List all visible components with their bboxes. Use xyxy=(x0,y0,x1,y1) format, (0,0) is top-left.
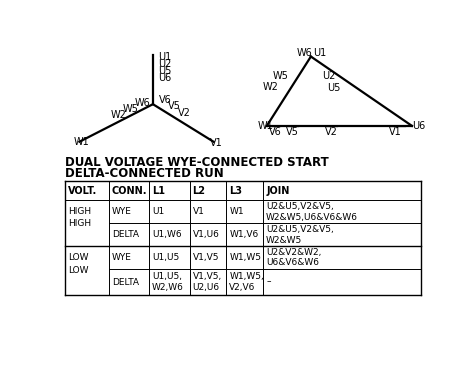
Text: V1,V5,
U2,U6: V1,V5, U2,U6 xyxy=(192,272,222,292)
Text: V5: V5 xyxy=(286,127,299,136)
Text: W5: W5 xyxy=(122,104,138,114)
Text: U6: U6 xyxy=(158,73,171,83)
Text: JOIN: JOIN xyxy=(266,186,290,195)
Text: V1,V5: V1,V5 xyxy=(192,253,219,262)
Text: V1: V1 xyxy=(210,138,223,148)
Text: U6: U6 xyxy=(412,122,425,131)
Text: V6: V6 xyxy=(158,95,171,105)
Text: VOLT.: VOLT. xyxy=(68,186,97,195)
Text: W6: W6 xyxy=(135,98,150,108)
Text: LOW: LOW xyxy=(68,253,88,262)
Text: U2&U5,V2&V5,
W2&W5,U6&V6&W6: U2&U5,V2&V5, W2&W5,U6&V6&W6 xyxy=(266,202,358,222)
Text: W1,V6: W1,V6 xyxy=(229,230,259,239)
Text: L2: L2 xyxy=(192,186,206,195)
Text: W1: W1 xyxy=(258,122,273,131)
Text: V1: V1 xyxy=(389,127,402,136)
Text: HIGH: HIGH xyxy=(68,219,91,228)
Text: W1: W1 xyxy=(74,137,90,147)
Text: –: – xyxy=(266,278,271,286)
Text: DUAL VOLTAGE WYE-CONNECTED START: DUAL VOLTAGE WYE-CONNECTED START xyxy=(65,156,328,169)
Text: W5: W5 xyxy=(272,71,288,81)
Text: W6: W6 xyxy=(296,48,312,58)
Text: LOW: LOW xyxy=(68,266,88,275)
Text: WYE: WYE xyxy=(112,207,132,216)
Text: V2: V2 xyxy=(178,108,191,118)
Text: HIGH: HIGH xyxy=(68,207,91,216)
Text: U2: U2 xyxy=(322,71,335,81)
Text: V1,U6: V1,U6 xyxy=(192,230,219,239)
Text: L3: L3 xyxy=(229,186,242,195)
Text: U5: U5 xyxy=(158,66,171,76)
Text: W1,W5,
V2,V6: W1,W5, V2,V6 xyxy=(229,272,264,292)
Text: V6: V6 xyxy=(268,127,281,136)
Text: V2: V2 xyxy=(325,127,337,136)
Text: U1: U1 xyxy=(158,51,171,62)
Text: V5: V5 xyxy=(168,101,181,111)
Text: DELTA: DELTA xyxy=(112,278,139,286)
Text: WYE: WYE xyxy=(112,253,132,262)
Text: W1,W5: W1,W5 xyxy=(229,253,261,262)
Text: DELTA: DELTA xyxy=(112,230,139,239)
Text: V1: V1 xyxy=(192,207,204,216)
Text: U1,U5,
W2,W6: U1,U5, W2,W6 xyxy=(152,272,184,292)
Text: U2&U5,V2&V5,
W2&W5: U2&U5,V2&V5, W2&W5 xyxy=(266,225,334,245)
Text: U1,U5: U1,U5 xyxy=(152,253,180,262)
Text: CONN.: CONN. xyxy=(112,186,147,195)
Text: U2&V2&W2,
U6&V6&W6: U2&V2&W2, U6&V6&W6 xyxy=(266,248,321,267)
Text: L1: L1 xyxy=(152,186,165,195)
Text: W2: W2 xyxy=(110,111,127,120)
Text: U5: U5 xyxy=(328,83,341,93)
Text: U1: U1 xyxy=(313,48,327,58)
Text: W1: W1 xyxy=(229,207,244,216)
Text: U1,W6: U1,W6 xyxy=(152,230,182,239)
Text: U2: U2 xyxy=(158,59,171,69)
Text: U1: U1 xyxy=(152,207,164,216)
Text: W2: W2 xyxy=(263,82,279,92)
Text: DELTA-CONNECTED RUN: DELTA-CONNECTED RUN xyxy=(65,167,224,180)
